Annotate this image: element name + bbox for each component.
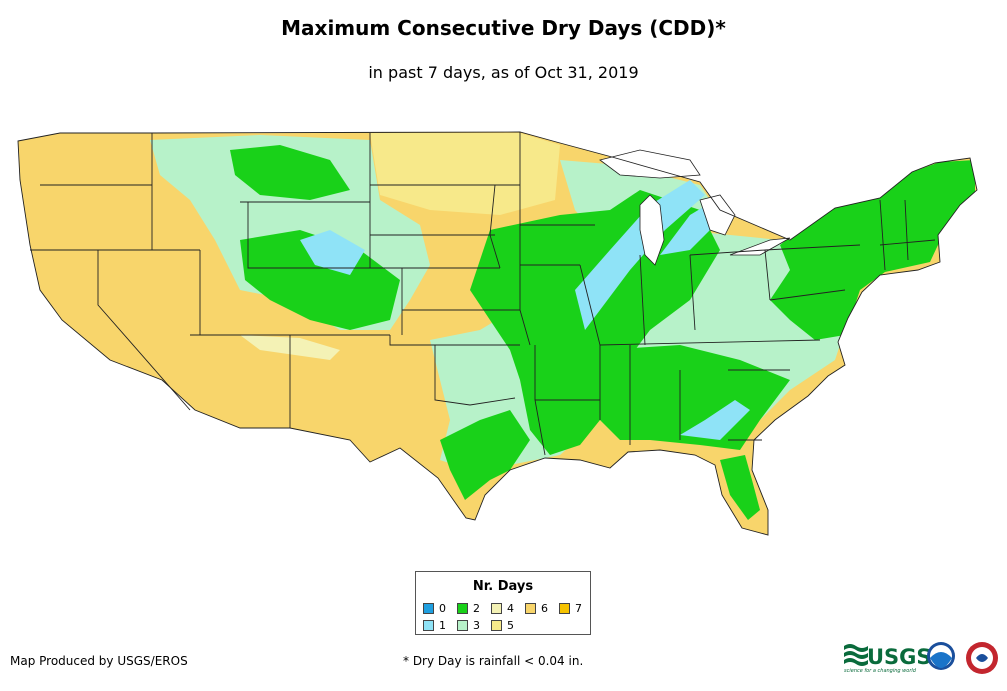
legend-entry-5: 5 <box>491 619 514 632</box>
region-cdd-2-texas <box>440 410 530 500</box>
lake-erie <box>729 237 791 256</box>
lake-michigan <box>639 194 665 266</box>
legend-swatch <box>457 603 468 614</box>
legend-swatch <box>525 603 536 614</box>
legend-swatch <box>491 603 502 614</box>
noaa-logo <box>927 642 955 670</box>
legend-entry-3: 3 <box>457 619 480 632</box>
legend-label: 1 <box>439 619 446 632</box>
map-subtitle: in past 7 days, as of Oct 31, 2019 <box>368 63 639 82</box>
legend-entry-2: 2 <box>457 602 480 615</box>
legend-entry-0: 0 <box>423 602 446 615</box>
region-cdd-1-georgia <box>680 400 750 440</box>
legend-label: 4 <box>507 602 514 615</box>
legend-label: 2 <box>473 602 480 615</box>
legend-entry-1: 1 <box>423 619 446 632</box>
legend-label: 0 <box>439 602 446 615</box>
region-cdd-2-florida <box>720 455 760 520</box>
nws-logo <box>966 642 998 674</box>
legend-swatch <box>559 603 570 614</box>
legend-swatch <box>423 620 434 631</box>
legend-label: 3 <box>473 619 480 632</box>
region-cdd-2-northeast <box>770 160 975 340</box>
legend-box: Nr. Days 0 1 2 3 4 5 6 <box>415 571 591 635</box>
legend-label: 7 <box>575 602 582 615</box>
lake-huron <box>699 194 736 236</box>
legend-title: Nr. Days <box>472 579 534 594</box>
legend-entry-4: 4 <box>491 602 514 615</box>
us-dry-days-map <box>17 131 978 536</box>
region-cdd-1-michigan <box>660 200 715 255</box>
legend-entry-7: 7 <box>559 602 582 615</box>
lake-superior <box>599 149 701 179</box>
agency-logos: USGS science for a changing world <box>844 642 998 674</box>
legend-label: 6 <box>541 602 548 615</box>
legend-swatch <box>491 620 502 631</box>
region-cdd-1-colorado <box>300 230 365 275</box>
legend-swatch <box>457 620 468 631</box>
state-borders <box>17 131 978 536</box>
region-cdd-2-montana <box>230 145 350 200</box>
map-credit: Map Produced by USGS/EROS <box>10 654 188 668</box>
dry-day-footnote: * Dry Day is rainfall < 0.04 in. <box>403 654 584 668</box>
legend-swatch <box>423 603 434 614</box>
legend-entry-6: 6 <box>525 602 548 615</box>
svg-text:USGS: USGS <box>867 645 932 669</box>
map-title: Maximum Consecutive Dry Days (CDD)* <box>281 16 726 40</box>
legend-label: 5 <box>507 619 514 632</box>
usgs-logo: USGS science for a changing world <box>844 644 932 674</box>
region-cdd-5-plains <box>370 133 560 215</box>
region-cdd-2-southeast <box>600 345 790 450</box>
svg-text:science for a changing world: science for a changing world <box>844 668 917 674</box>
